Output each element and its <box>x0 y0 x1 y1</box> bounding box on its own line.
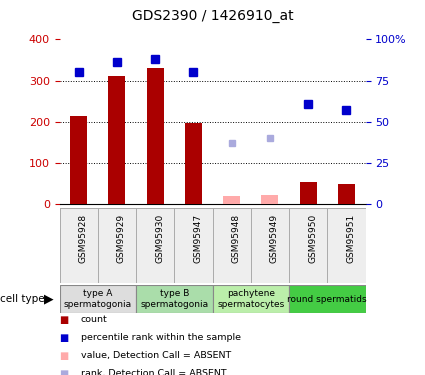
FancyBboxPatch shape <box>212 208 251 283</box>
Bar <box>70 116 87 204</box>
Text: value, Detection Call = ABSENT: value, Detection Call = ABSENT <box>81 351 231 360</box>
FancyBboxPatch shape <box>98 208 136 283</box>
FancyBboxPatch shape <box>136 208 174 283</box>
Text: type A
spermatogonia: type A spermatogonia <box>64 290 132 309</box>
Text: pachytene
spermatocytes: pachytene spermatocytes <box>217 290 284 309</box>
Text: ■: ■ <box>60 333 69 343</box>
FancyBboxPatch shape <box>289 285 366 313</box>
Text: GSM95930: GSM95930 <box>155 214 164 263</box>
Text: GDS2390 / 1426910_at: GDS2390 / 1426910_at <box>132 9 293 23</box>
Text: GSM95949: GSM95949 <box>270 214 279 263</box>
Bar <box>338 184 355 204</box>
Text: GSM95928: GSM95928 <box>79 214 88 263</box>
Text: ▶: ▶ <box>44 292 54 306</box>
Text: count: count <box>81 315 108 324</box>
Text: GSM95947: GSM95947 <box>193 214 202 263</box>
Text: percentile rank within the sample: percentile rank within the sample <box>81 333 241 342</box>
FancyBboxPatch shape <box>289 208 327 283</box>
Text: GSM95929: GSM95929 <box>117 214 126 263</box>
FancyBboxPatch shape <box>174 208 212 283</box>
FancyBboxPatch shape <box>60 285 136 313</box>
Text: type B
spermatogonia: type B spermatogonia <box>140 290 208 309</box>
Text: rank, Detection Call = ABSENT: rank, Detection Call = ABSENT <box>81 369 227 375</box>
Bar <box>261 195 278 204</box>
Text: ■: ■ <box>60 369 69 375</box>
Bar <box>300 182 317 204</box>
Text: GSM95948: GSM95948 <box>232 214 241 263</box>
FancyBboxPatch shape <box>327 208 366 283</box>
Bar <box>185 123 202 204</box>
Text: round spermatids: round spermatids <box>287 295 367 304</box>
Bar <box>108 76 125 204</box>
FancyBboxPatch shape <box>60 208 98 283</box>
Text: GSM95951: GSM95951 <box>346 214 355 263</box>
Text: GSM95950: GSM95950 <box>308 214 317 263</box>
Text: ■: ■ <box>60 315 69 325</box>
FancyBboxPatch shape <box>212 285 289 313</box>
FancyBboxPatch shape <box>251 208 289 283</box>
Text: ■: ■ <box>60 351 69 361</box>
Text: cell type: cell type <box>0 294 45 304</box>
Bar <box>147 68 164 204</box>
Bar <box>223 196 240 204</box>
FancyBboxPatch shape <box>136 285 212 313</box>
